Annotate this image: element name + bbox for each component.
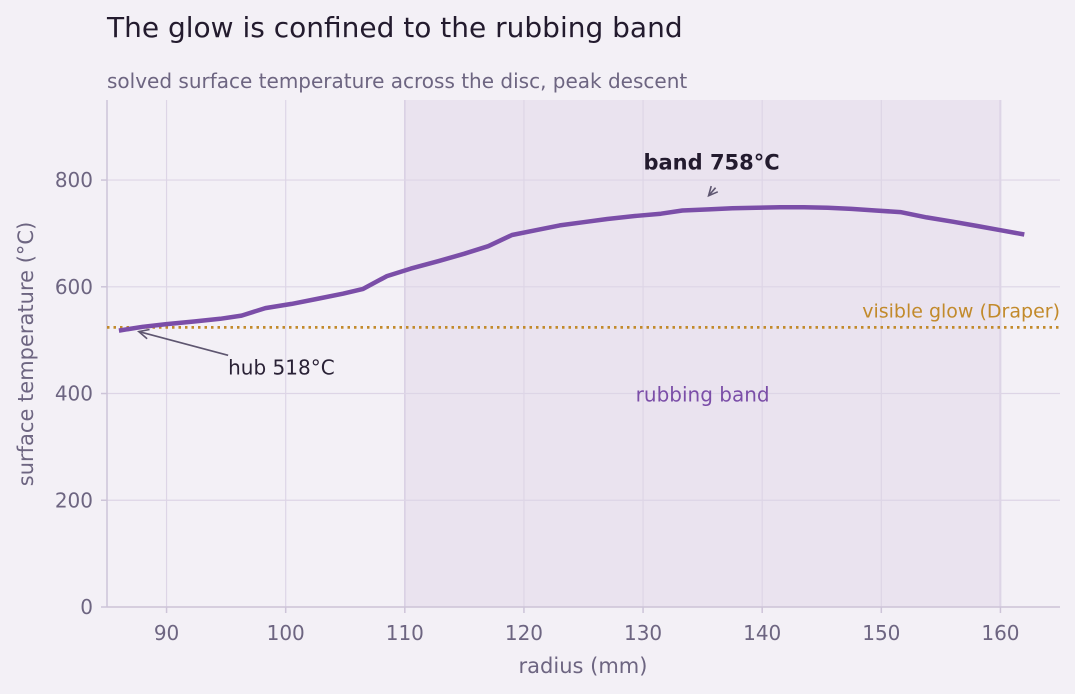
- x-axis-label: radius (mm): [519, 654, 648, 678]
- band-annotation-label: band 758°C: [643, 151, 779, 175]
- band-annotation-arrowhead: [707, 185, 719, 198]
- x-tick-label: 90: [154, 621, 179, 645]
- y-tick-label: 400: [55, 382, 93, 406]
- x-tick-label: 160: [981, 621, 1019, 645]
- visible-glow-label: visible glow (Draper): [862, 300, 1060, 322]
- chart-subtitle: solved surface temperature across the di…: [107, 69, 687, 93]
- temperature-series-line: [118, 205, 1025, 333]
- y-tick-label: 0: [80, 595, 93, 619]
- x-tick-label: 120: [505, 621, 543, 645]
- rubbing-band-region: [404, 100, 1001, 607]
- x-tick-label: 150: [862, 621, 900, 645]
- hub-annotation-label: hub 518°C: [228, 355, 335, 379]
- y-tick-label: 200: [55, 488, 93, 512]
- x-tick-label: 110: [386, 621, 424, 645]
- rubbing-band-label: rubbing band: [636, 383, 770, 407]
- x-tick-label: 100: [267, 621, 305, 645]
- hub-annotation-arrowhead: [137, 328, 150, 340]
- y-tick-label: 600: [55, 275, 93, 299]
- x-tick-label: 130: [624, 621, 662, 645]
- hub-annotation-arrow: [138, 330, 229, 357]
- y-tick-label: 800: [55, 168, 93, 192]
- chart-title: The glow is confined to the rubbing band: [106, 11, 683, 44]
- y-axis-label: surface temperature (°C): [14, 222, 38, 487]
- x-tick-label: 140: [743, 621, 781, 645]
